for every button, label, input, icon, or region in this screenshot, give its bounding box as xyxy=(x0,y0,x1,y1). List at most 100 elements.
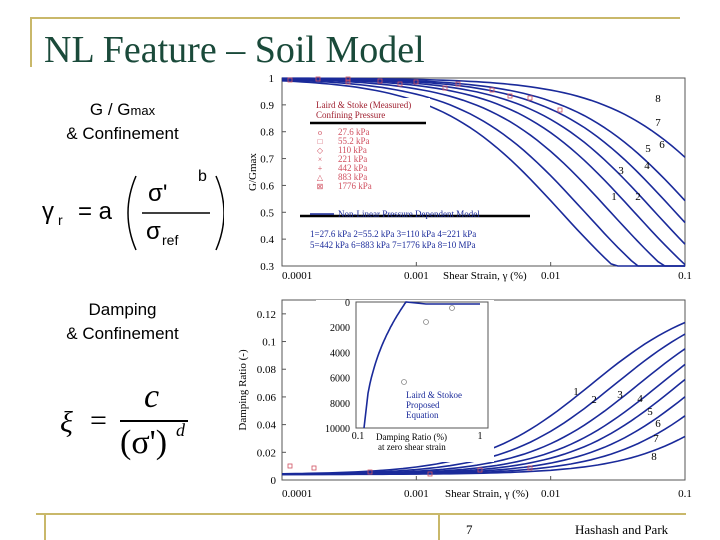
top-x-tick-label: 0.0001 xyxy=(282,270,312,282)
top-measured-marker xyxy=(287,77,293,83)
bottom-y-axis-label: Damping Ratio (-) xyxy=(237,349,249,431)
top-legend-symbol: ⊠ xyxy=(317,182,324,191)
bottom-curve-number: 6 xyxy=(655,418,661,430)
top-measured-marker xyxy=(442,85,448,91)
eq1-gamma: γ xyxy=(42,198,54,225)
inset-y-tick-label: 8000 xyxy=(330,399,350,410)
inset-y-tick-label: 10000 xyxy=(325,424,350,435)
bottom-curve-number: 3 xyxy=(617,389,623,401)
top-legend-symbol: ◇ xyxy=(317,146,324,155)
top-measured-marker xyxy=(315,76,321,82)
bottom-measured-marker xyxy=(367,469,373,475)
top-legend-item-label: 27.6 kPa xyxy=(338,127,370,137)
inset-legend-equation: Equation xyxy=(406,410,439,420)
top-measured-marker xyxy=(397,81,403,87)
top-y-tick-label: 0.7 xyxy=(260,154,274,166)
top-measured-marker xyxy=(345,76,351,82)
top-legend-box xyxy=(300,98,430,210)
bottom-measured-marker xyxy=(427,471,433,477)
bottom-y-tick-label: 0.12 xyxy=(257,309,276,321)
bottom-curve-number: 2 xyxy=(591,394,597,406)
top-legend-subtitle: Confining Pressure xyxy=(316,110,385,120)
top-measured-marker xyxy=(377,78,383,84)
inset-x-label-2: at zero shear strain xyxy=(378,442,446,452)
eq1-gamma-sub: r xyxy=(58,212,63,228)
ggmax-label: G / Gmax xyxy=(40,100,205,120)
bottom-y-tick-label: 0.1 xyxy=(262,337,276,349)
top-curve-number: 5 xyxy=(645,143,651,155)
top-measured-marker xyxy=(527,95,533,101)
inset-background xyxy=(316,300,494,462)
top-curve-number: 6 xyxy=(659,139,665,151)
top-curve-number: 1 xyxy=(611,191,617,203)
top-y-tick-label: 0.5 xyxy=(260,207,274,219)
top-key-line1: 1=27.6 kPa 2=55.2 kPa 3=110 kPa 4=221 kP… xyxy=(310,229,476,239)
top-y-tick-label: 0.8 xyxy=(260,127,274,139)
top-y-tick-label: 0.4 xyxy=(260,234,274,246)
top-y-tick-label: 0.3 xyxy=(260,261,274,273)
inset-y-tick-label: 0 xyxy=(345,298,350,309)
bottom-mid-tick xyxy=(438,513,440,540)
top-legend-symbol: △ xyxy=(317,173,324,182)
eq2-exponent: d xyxy=(176,420,185,440)
inset-marker xyxy=(449,305,455,311)
top-legend-item-label: 883 kPa xyxy=(338,172,367,182)
top-plot-frame xyxy=(281,77,686,267)
top-curve-number: 7 xyxy=(655,117,661,129)
top-model-label: Non-Linear Pressure Dependent Model xyxy=(338,209,480,219)
bottom-y-tick-label: 0.02 xyxy=(257,447,276,459)
inset-marker xyxy=(423,319,429,325)
top-key-line2: 5=442 kPa 6=883 kPa 7=1776 kPa 8=10 MPa xyxy=(310,240,476,250)
top-legend-symbol: □ xyxy=(318,137,323,146)
ggmax-confinement-label: & Confinement xyxy=(66,124,179,143)
top-measured-marker xyxy=(413,79,419,85)
reference-strain-equation: γ r = a σ' σ ref b xyxy=(40,168,224,258)
top-x-tick-label: 0.01 xyxy=(541,270,560,282)
top-measured-marker xyxy=(489,87,495,93)
top-x-tick-label: 0.001 xyxy=(404,270,429,282)
top-legend-symbol: o xyxy=(318,128,322,137)
ggmax-sub: max xyxy=(130,103,156,118)
top-x-tick-label: 0.1 xyxy=(678,270,692,282)
top-measured-marker xyxy=(557,107,563,113)
bottom-x-tick-label: 0.01 xyxy=(541,488,560,500)
bottom-curve-number: 7 xyxy=(653,433,659,445)
inset-legend-proposed: Proposed xyxy=(406,400,440,410)
top-legend-item-label: 221 kPa xyxy=(338,154,367,164)
eq1-denominator-sub: ref xyxy=(162,232,179,248)
top-y-axis-label: G/Gmax xyxy=(247,153,259,191)
top-measured-marker xyxy=(345,79,351,85)
bottom-curve-number: 8 xyxy=(651,451,657,463)
slide-title: NL Feature – Soil Model xyxy=(44,29,425,71)
bottom-y-tick-label: 0 xyxy=(271,475,277,487)
bottom-rule xyxy=(36,513,686,515)
inset-x-tick-label: 0.1 xyxy=(352,431,365,442)
top-curve-number: 8 xyxy=(655,93,661,105)
top-y-tick-label: 1 xyxy=(269,73,275,85)
top-curve-3 xyxy=(281,78,685,267)
bottom-x-tick-label: 0.1 xyxy=(678,488,692,500)
top-legend-item-label: 442 kPa xyxy=(338,163,367,173)
footer-credit: Hashash and Park xyxy=(575,522,669,537)
bottom-y-tick-label: 0.08 xyxy=(257,364,277,376)
top-curve-1 xyxy=(281,80,685,267)
top-curve-number: 3 xyxy=(618,165,624,177)
inset-frame xyxy=(355,301,489,429)
bottom-y-tick-label: 0.06 xyxy=(257,392,277,404)
inset-curve xyxy=(363,301,480,429)
bottom-curve-number: 5 xyxy=(647,406,653,418)
charts-figure: 1 0.9 0.8 0.7 0.6 0.5 0.4 0.3 0.0001 0.001 0.01 0.1… xyxy=(237,73,692,500)
top-legend-item-label: 1776 kPa xyxy=(338,181,372,191)
top-measured-marker xyxy=(507,93,513,99)
top-legend-title: Laird & Stoke (Measured) xyxy=(316,100,411,110)
top-y-tick-label: 0.6 xyxy=(260,180,274,192)
damping-confinement-label: & Confinement xyxy=(66,324,179,343)
eq2-c: c xyxy=(144,378,160,415)
top-legend-item-label: 110 kPa xyxy=(338,145,367,155)
top-measured-marker xyxy=(455,81,461,87)
top-curve-number: 2 xyxy=(635,191,641,203)
eq2-fraction-bar xyxy=(120,420,188,422)
left-rule xyxy=(30,17,32,67)
bottom-measured-marker xyxy=(527,465,533,471)
eq2-xi: ξ xyxy=(60,406,73,439)
